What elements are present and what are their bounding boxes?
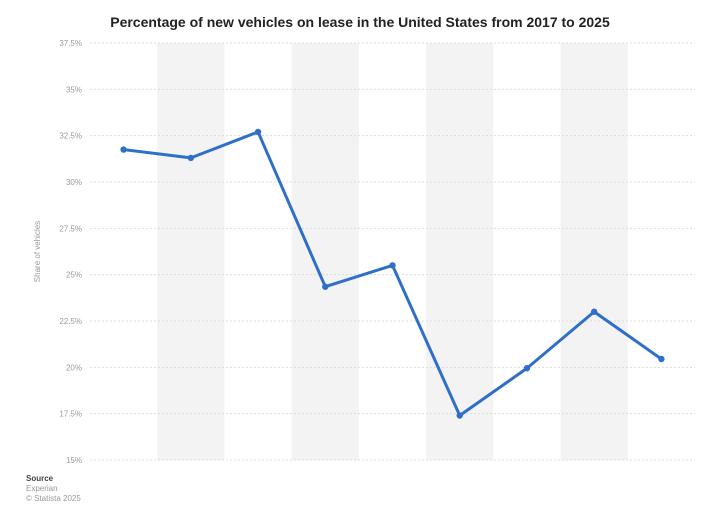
y-tick-label: 35% <box>66 85 82 94</box>
category-band <box>291 43 359 460</box>
category-band <box>157 43 225 460</box>
grid-lines <box>90 42 695 461</box>
data-point[interactable] <box>389 262 396 269</box>
data-point[interactable] <box>523 365 531 372</box>
data-point[interactable] <box>120 146 127 153</box>
alternating-bands <box>157 43 628 460</box>
y-tick-label: 15% <box>66 456 82 465</box>
data-point[interactable] <box>658 355 665 363</box>
series-group <box>120 128 665 419</box>
y-tick-label: 25% <box>66 271 82 280</box>
y-tick-label: 22.5% <box>59 317 82 326</box>
source-label: Source <box>26 474 54 483</box>
source-block: Source Experian © Statista 2025 <box>26 474 81 504</box>
y-tick-label: 37.5% <box>59 39 82 48</box>
y-tick-label: 32.5% <box>59 132 82 141</box>
data-point[interactable] <box>456 412 463 419</box>
y-tick-label: 17.5% <box>59 410 82 419</box>
y-tick-label: 27.5% <box>59 224 82 233</box>
data-point[interactable] <box>254 128 262 136</box>
category-band <box>560 43 628 460</box>
data-point[interactable] <box>322 283 329 290</box>
data-point[interactable] <box>187 154 195 162</box>
data-point[interactable] <box>590 308 598 315</box>
y-tick-label: 20% <box>66 363 82 372</box>
source-line: Experian <box>26 484 58 493</box>
y-axis-label: Share of vehicles <box>33 221 42 282</box>
chart-title: Percentage of new vehicles on lease in t… <box>110 14 610 30</box>
category-band <box>426 43 494 460</box>
y-tick-label: 30% <box>66 178 82 187</box>
copyright-line: © Statista 2025 <box>26 494 81 503</box>
y-tick-labels: 15% 17.5% 20% 22.5% 25% 27.5% 30% 32.5% 35% 37.5% <box>59 39 82 465</box>
